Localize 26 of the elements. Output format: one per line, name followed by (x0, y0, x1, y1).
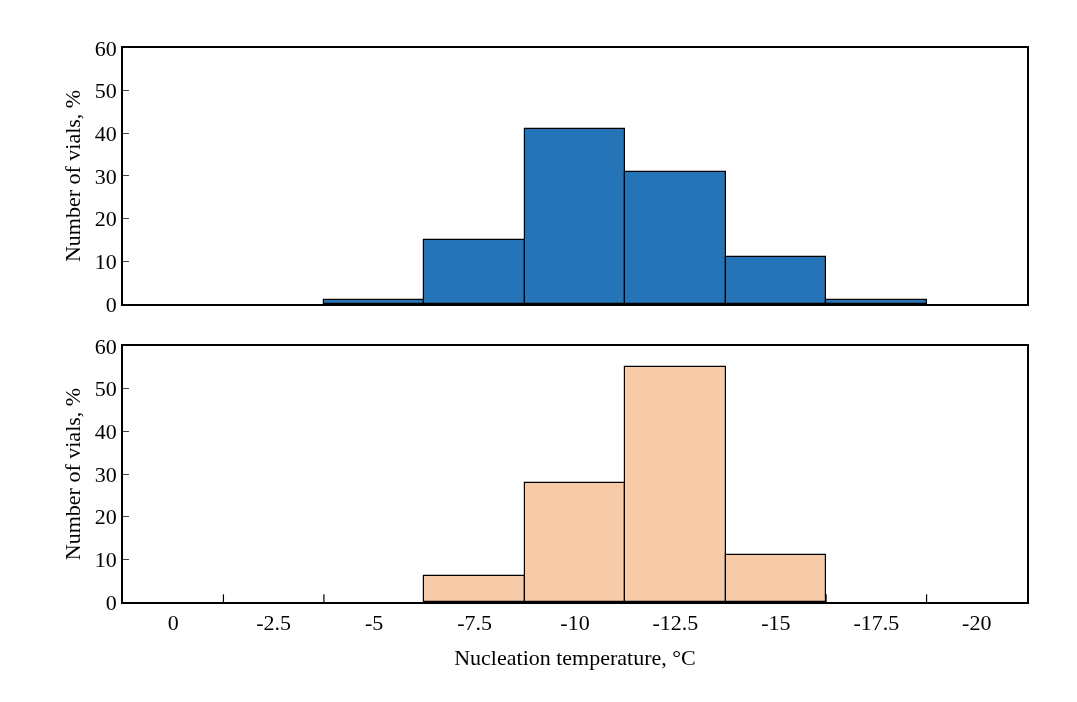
y-axis-title: Number of vials, % (60, 387, 86, 561)
y-tick-label: 50 (94, 376, 117, 402)
y-tick-label: 60 (94, 35, 117, 61)
x-tick-label: -15 (761, 610, 791, 636)
y-tick-label: 50 (94, 78, 117, 104)
y-tick-label: 10 (94, 248, 117, 274)
y-tick-label: 30 (94, 461, 117, 487)
y-tick-label: 0 (105, 589, 117, 615)
x-tick-label: -17.5 (853, 610, 900, 636)
x-tick-label: -2.5 (256, 610, 292, 636)
y-tick-label: 0 (105, 291, 117, 317)
x-tick-label: -20 (962, 610, 992, 636)
y-tick-label: 60 (94, 333, 117, 359)
y-tick-label: 40 (94, 121, 117, 147)
y-tick-label: 20 (94, 206, 117, 232)
x-axis-title: Nucleation temperature, °C (454, 644, 696, 670)
x-tick-label: 0 (167, 610, 179, 636)
x-tick-label: -10 (560, 610, 590, 636)
y-tick-label: 30 (94, 163, 117, 189)
x-tick-label: -7.5 (457, 610, 492, 636)
y-tick-label: 20 (94, 504, 117, 530)
x-tick-label: -12.5 (652, 610, 699, 636)
y-tick-label: 40 (94, 419, 117, 445)
x-tick-label: -5 (364, 610, 384, 636)
y-tick-label: 10 (94, 547, 117, 573)
y-axis-title: Number of vials, % (60, 89, 86, 263)
